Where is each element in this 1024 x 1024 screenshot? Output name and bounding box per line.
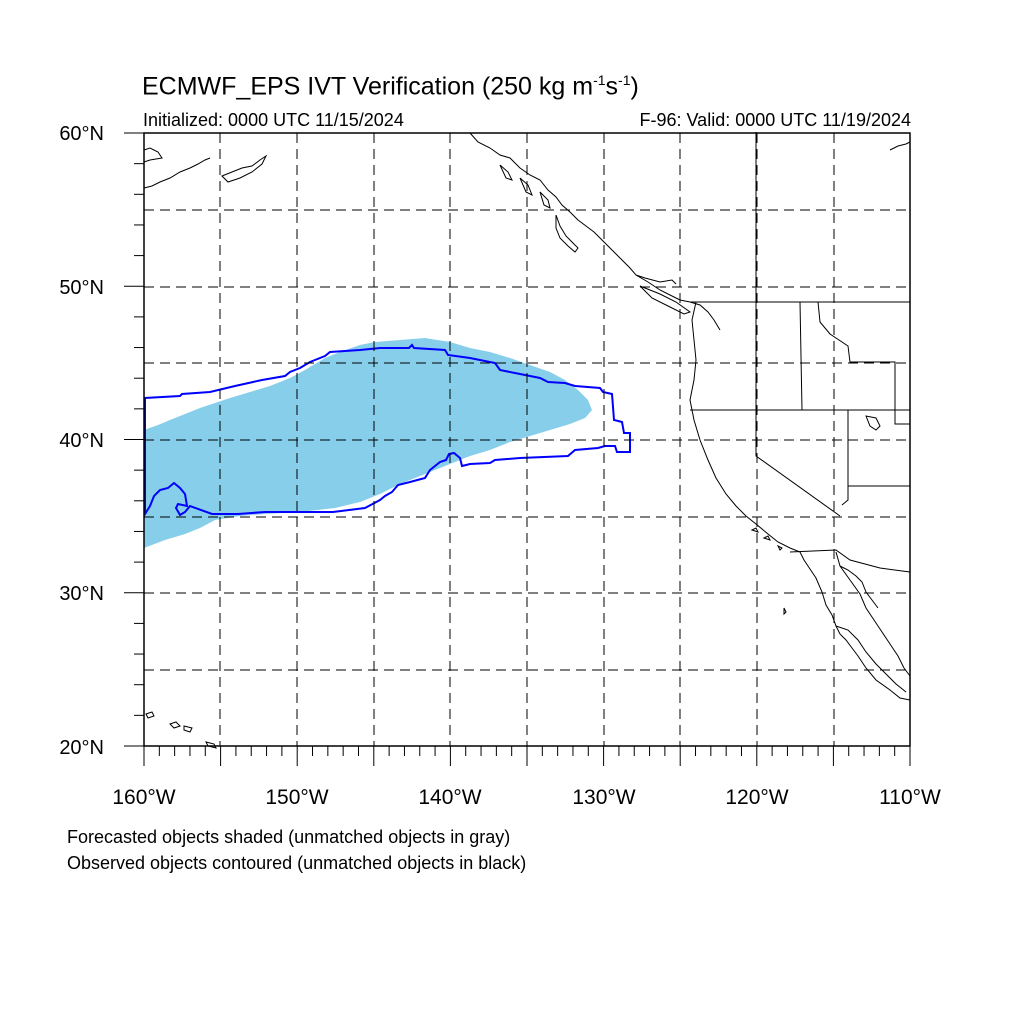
lat-label-60: 60°N bbox=[59, 123, 104, 145]
coastline-alaska bbox=[143, 141, 911, 189]
lat-label-30: 30°N bbox=[59, 583, 104, 605]
channel-islands bbox=[750, 527, 787, 616]
valid-label: F-96: Valid: 0000 UTC 11/19/2024 bbox=[639, 110, 912, 130]
tick-marks bbox=[124, 132, 911, 766]
forecast-object bbox=[144, 338, 592, 548]
lon-label-130w: 130°W bbox=[572, 786, 636, 809]
note-observed: Observed objects contoured (unmatched ob… bbox=[67, 853, 527, 873]
lat-label-20: 20°N bbox=[59, 737, 104, 759]
lat-label-40: 40°N bbox=[59, 430, 104, 452]
lon-label-150w: 150°W bbox=[265, 786, 329, 809]
lon-label-140w: 140°W bbox=[418, 786, 482, 809]
lon-label-110w: 110°W bbox=[879, 786, 941, 809]
lon-label-160w: 160°W bbox=[112, 786, 176, 809]
state-borders bbox=[690, 132, 911, 573]
lake bbox=[865, 415, 881, 431]
note-forecast: Forecasted objects shaded (unmatched obj… bbox=[67, 827, 511, 847]
observed-contour bbox=[144, 343, 631, 518]
lon-label-120w: 120°W bbox=[725, 786, 789, 809]
coastline-north bbox=[469, 132, 721, 331]
lat-label-50: 50°N bbox=[59, 277, 104, 299]
hawaii-islands bbox=[145, 711, 217, 749]
islands-bc bbox=[499, 164, 692, 315]
initialized-label: Initialized: 0000 UTC 11/15/2024 bbox=[143, 110, 404, 130]
map-title: ECMWF_EPS IVT Verification (250 kg m-1s-… bbox=[142, 72, 639, 101]
gridlines bbox=[144, 133, 910, 746]
coastline-baja bbox=[835, 551, 911, 693]
